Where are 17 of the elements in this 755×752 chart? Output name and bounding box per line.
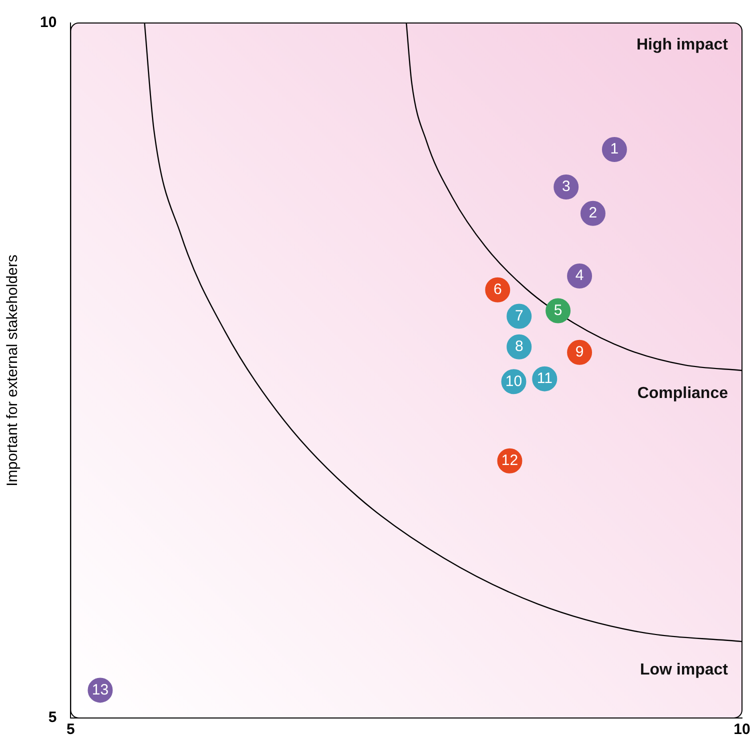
y-axis-title: Important for external stakeholders bbox=[4, 254, 22, 486]
annotation: 1 bbox=[610, 140, 619, 158]
annotation: 10 bbox=[505, 372, 522, 390]
annotation: 3 bbox=[562, 178, 570, 196]
annotation: 13 bbox=[92, 681, 109, 698]
annotation: 5 bbox=[554, 302, 562, 319]
annotation: 6 bbox=[493, 281, 502, 298]
annotation: 9 bbox=[575, 344, 584, 361]
annotation: 12 bbox=[501, 452, 518, 469]
annotation: 8 bbox=[514, 338, 524, 356]
annotation: Compliance bbox=[637, 384, 728, 402]
annotation: High impact bbox=[636, 36, 729, 54]
annotation: 4 bbox=[575, 267, 584, 284]
annotation: 7 bbox=[514, 307, 524, 324]
annotation: 11 bbox=[536, 370, 552, 387]
annotation: 2 bbox=[588, 204, 598, 222]
annotation: Low impact bbox=[640, 661, 729, 678]
